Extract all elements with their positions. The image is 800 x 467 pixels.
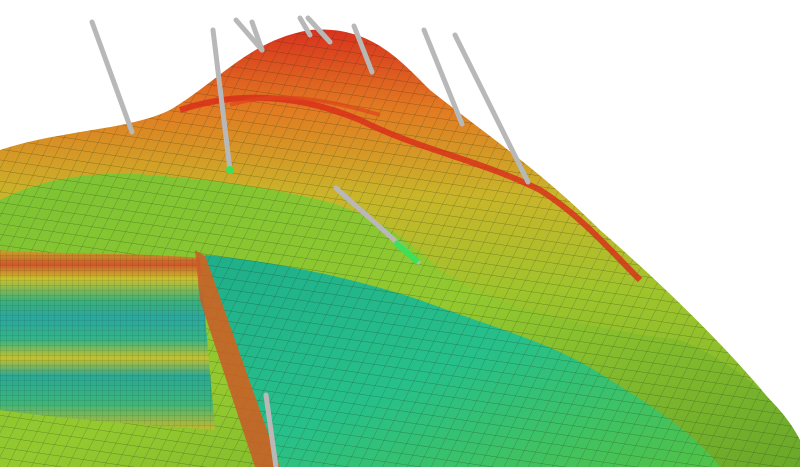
well [305, 15, 333, 45]
wells [89, 15, 531, 467]
front-grid [205, 255, 720, 467]
well [421, 27, 465, 127]
well-marker [393, 239, 420, 265]
well [452, 32, 531, 185]
well [89, 19, 135, 135]
well [249, 19, 265, 53]
well [297, 15, 313, 38]
well [210, 27, 233, 173]
well-marker [226, 166, 234, 174]
left-wall-grid [0, 250, 215, 430]
well [263, 392, 279, 467]
red-band [229, 95, 381, 117]
well [351, 23, 375, 75]
fault-wall [195, 250, 280, 467]
